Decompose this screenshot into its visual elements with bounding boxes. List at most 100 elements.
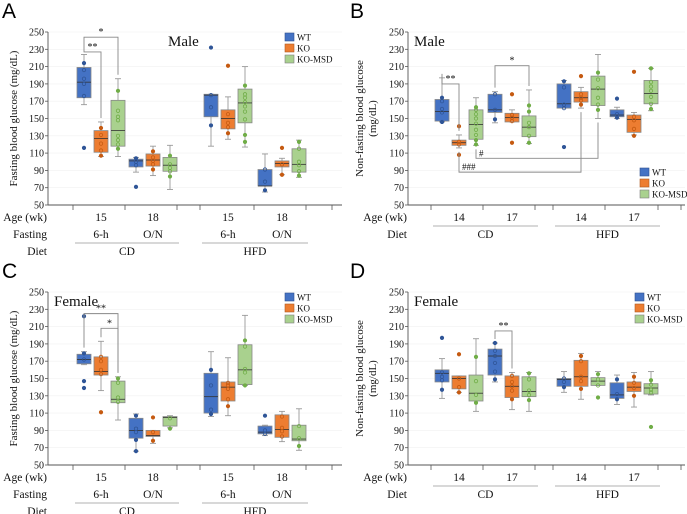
data-point <box>631 114 637 119</box>
data-point <box>81 385 87 391</box>
data-point <box>473 112 479 117</box>
data-point <box>242 83 248 88</box>
data-point <box>225 397 231 402</box>
chart-D-svg: 50 70 90 110 130 150 170 190 210 230 250 Non-fastin… <box>354 288 685 501</box>
data-point <box>631 126 637 131</box>
legend-swatch <box>284 303 295 313</box>
data-point <box>225 63 231 68</box>
y-tick-label: 50 <box>394 201 404 212</box>
data-point <box>115 114 121 119</box>
data-point <box>492 92 498 97</box>
legend-swatch <box>634 314 645 324</box>
y-tick-label: 110 <box>389 149 404 160</box>
significance-label: ** <box>446 74 456 85</box>
data-point <box>81 378 87 384</box>
diet-label: CD <box>478 229 494 241</box>
data-point <box>473 354 479 359</box>
fasting-label: 6-h <box>220 489 236 501</box>
y-tick-label: 110 <box>389 409 404 420</box>
data-point <box>98 132 104 138</box>
data-point <box>561 376 567 381</box>
data-point <box>578 353 584 359</box>
data-point <box>473 378 479 384</box>
data-point <box>648 88 654 93</box>
y-tick-label: 230 <box>29 305 44 316</box>
data-point <box>150 155 156 160</box>
hash-label: ### <box>462 162 476 172</box>
data-point <box>595 86 601 91</box>
box-WT <box>487 93 503 113</box>
data-point <box>526 377 532 382</box>
data-point <box>115 133 121 138</box>
y-axis-label: Non-fasting blood glucose <box>354 60 366 177</box>
data-point <box>225 131 231 136</box>
data-point <box>98 141 104 146</box>
y-tick-label: 250 <box>389 28 404 39</box>
box-WT <box>128 417 144 439</box>
data-point <box>167 416 173 421</box>
y-tick-label: 90 <box>394 166 404 177</box>
fasting-label: 6-h <box>93 489 109 501</box>
data-point <box>526 392 532 398</box>
data-point <box>631 393 637 398</box>
data-point <box>456 376 462 381</box>
row-label-age: Age (wk) <box>3 212 47 224</box>
data-point <box>225 404 231 409</box>
data-point <box>167 174 173 179</box>
chart-title: Female <box>414 294 458 310</box>
data-point <box>242 92 248 97</box>
legend-label: KO <box>647 304 660 314</box>
y-tick-label: 70 <box>34 183 44 194</box>
data-point <box>648 390 654 395</box>
y-tick-label: 110 <box>29 149 44 160</box>
fasting-label: O/N <box>143 489 164 501</box>
data-point <box>225 383 231 388</box>
data-point <box>81 351 87 356</box>
data-point <box>115 146 121 151</box>
significance-label: * <box>510 56 515 67</box>
age-label: 17 <box>628 212 640 224</box>
y-tick-label: 150 <box>389 114 404 125</box>
y-axis-label: (mg/dL) <box>367 360 379 397</box>
y-tick-label: 70 <box>394 183 404 194</box>
data-point <box>242 383 248 388</box>
data-point <box>648 80 654 85</box>
data-point <box>509 373 515 379</box>
age-label: 17 <box>506 212 518 224</box>
data-point <box>509 92 515 97</box>
diet-label: HFD <box>596 229 619 241</box>
box-KO-MSD <box>237 344 253 385</box>
data-point <box>296 159 302 164</box>
y-tick-label: 190 <box>389 79 404 90</box>
data-point <box>526 140 532 145</box>
data-point <box>648 101 654 106</box>
data-point <box>492 117 498 122</box>
data-point <box>115 88 121 93</box>
data-point <box>456 142 462 147</box>
data-point <box>242 109 248 114</box>
box-KO <box>573 91 589 103</box>
legend-swatch <box>634 303 645 313</box>
data-point <box>526 388 532 393</box>
data-point <box>133 426 139 431</box>
data-point <box>561 144 567 150</box>
data-point <box>81 357 87 362</box>
box-KO-MSD <box>110 99 126 147</box>
hash-label: # <box>479 148 484 158</box>
data-point <box>578 74 584 79</box>
data-point <box>473 105 479 110</box>
row-label-fasting: Fasting <box>13 229 47 241</box>
y-tick-label: 170 <box>389 357 404 368</box>
y-tick-label: 210 <box>389 322 404 333</box>
significance-label: * <box>107 318 112 329</box>
y-tick-label: 90 <box>394 426 404 437</box>
data-point <box>509 115 515 120</box>
data-point <box>492 377 498 382</box>
data-point <box>631 69 637 74</box>
data-point <box>578 359 584 364</box>
chart-A-svg: 50 70 90 110 130 150 170 190 210 230 250 Fasting bl… <box>3 27 342 258</box>
data-point <box>242 132 248 138</box>
data-point <box>561 85 567 90</box>
data-point <box>133 184 139 189</box>
data-point <box>456 385 462 390</box>
